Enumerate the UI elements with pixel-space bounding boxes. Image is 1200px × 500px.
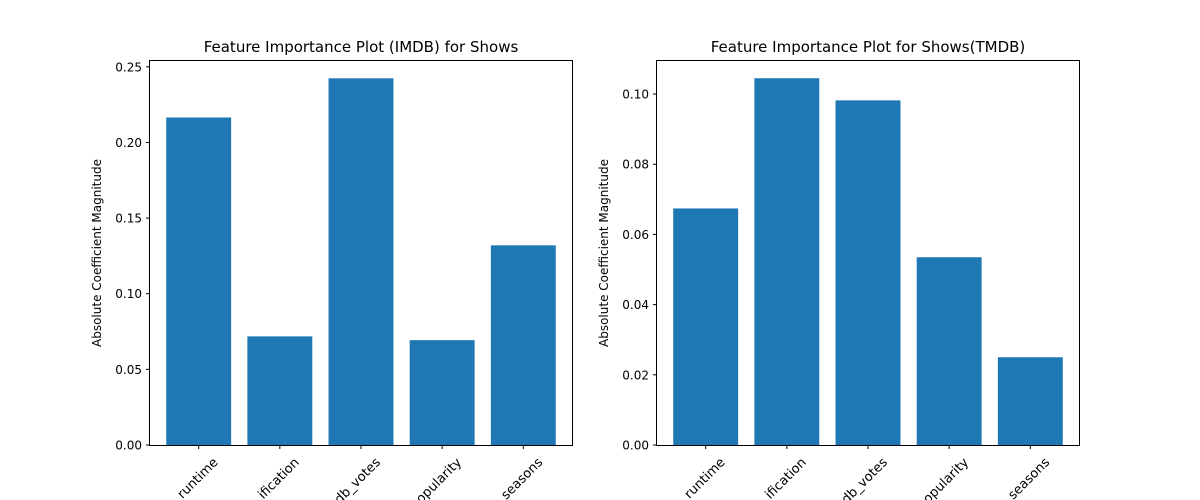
x-tick-label: ification xyxy=(255,455,302,500)
x-tick-label: db_votes xyxy=(839,455,891,500)
x-axis-ticks: runtime ification db_votes opularity seasons xyxy=(175,445,546,500)
y-tick-label: 0.04 xyxy=(622,298,649,312)
y-axis-ticks: 0.00 0.05 0.10 0.15 0.20 0.25 xyxy=(115,60,150,453)
y-tick-label: 0.02 xyxy=(622,368,649,382)
x-tick-label: opularity xyxy=(414,455,466,500)
y-tick-label: 0.15 xyxy=(115,212,142,226)
x-tick-label: seasons xyxy=(1005,455,1053,500)
chart-title: Feature Importance Plot for Shows(TMDB) xyxy=(711,38,1026,56)
chart-title: Feature Importance Plot (IMDB) for Shows xyxy=(204,38,519,56)
bar-age-certification xyxy=(754,78,820,445)
x-tick-label: ification xyxy=(762,455,809,500)
bar-tmdb-popularity xyxy=(916,257,982,445)
bar-runtime xyxy=(673,208,739,445)
y-axis-label: Absolute Coefficient Magnitude xyxy=(597,159,611,347)
plot-frame xyxy=(656,60,1080,446)
bar-runtime xyxy=(166,117,232,446)
x-tick-label: runtime xyxy=(175,455,222,500)
bar-tmdb-popularity xyxy=(409,340,475,445)
bar-age-certification xyxy=(247,336,313,445)
bar-group xyxy=(166,78,556,446)
bar-imdb-votes xyxy=(835,100,901,446)
y-tick-label: 0.06 xyxy=(622,228,649,242)
y-tick-label: 0.05 xyxy=(115,363,142,377)
y-axis-ticks: 0.00 0.02 0.04 0.06 0.08 0.10 xyxy=(622,88,657,453)
bar-seasons xyxy=(490,245,556,445)
x-tick-label: seasons xyxy=(498,455,546,500)
chart-tmdb: Feature Importance Plot for Shows(TMDB) … xyxy=(597,38,1080,500)
x-tick-label: db_votes xyxy=(332,455,384,500)
plot-frame xyxy=(149,60,573,446)
y-tick-label: 0.10 xyxy=(622,88,649,102)
y-tick-label: 0.10 xyxy=(115,287,142,301)
y-tick-label: 0.20 xyxy=(115,136,142,150)
bar-imdb-votes xyxy=(328,78,394,446)
x-tick-label: opularity xyxy=(921,455,973,500)
y-tick-label: 0.00 xyxy=(622,439,649,453)
bar-group xyxy=(673,78,1063,446)
chart-imdb: Feature Importance Plot (IMDB) for Shows… xyxy=(90,38,573,500)
y-tick-label: 0.25 xyxy=(115,60,142,74)
y-axis-label: Absolute Coefficient Magnitude xyxy=(90,159,104,347)
x-axis-ticks: runtime ification db_votes opularity seasons xyxy=(682,445,1053,500)
x-tick-label: runtime xyxy=(682,455,729,500)
bar-seasons xyxy=(997,357,1063,445)
y-tick-label: 0.00 xyxy=(115,439,142,453)
y-tick-label: 0.08 xyxy=(622,158,649,172)
